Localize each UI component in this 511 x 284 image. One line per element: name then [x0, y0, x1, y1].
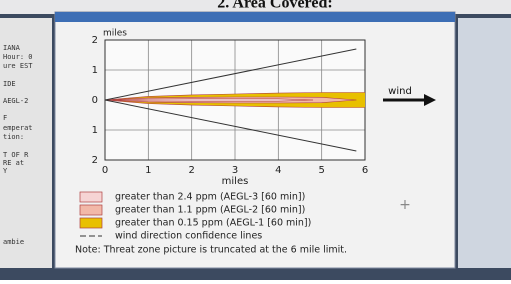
x-tick-label: 5 [318, 165, 324, 176]
y-tick-label: 1 [92, 65, 98, 76]
x-tick-label: 4 [275, 165, 281, 176]
y-tick-label: 0 [92, 95, 98, 106]
side-line: IANA [3, 44, 21, 52]
heading: 2. Area Covered: [217, 0, 332, 12]
legend-label: greater than 1.1 ppm (AEGL-2 [60 min]) [115, 205, 305, 216]
x-axis-label: miles [222, 176, 249, 187]
legend-swatch [80, 218, 102, 228]
cursor: + [399, 197, 411, 213]
side-line: F [3, 114, 7, 122]
side-line: AEGL-2 [3, 97, 28, 105]
side-line: IDE [3, 80, 16, 88]
x-tick-label: 3 [232, 165, 238, 176]
x-tick-label: 0 [102, 165, 108, 176]
note: Note: Threat zone picture is truncated a… [75, 245, 347, 256]
legend-label: greater than 0.15 ppm (AEGL-1 [60 min]) [115, 218, 311, 229]
legend-swatch [80, 205, 102, 215]
y-tick-label: 2 [92, 155, 98, 166]
window-titlebar [55, 12, 455, 22]
x-tick-label: 1 [145, 165, 151, 176]
side-line: RE at [3, 159, 24, 167]
legend-label: wind direction confidence lines [115, 231, 262, 242]
legend-label: greater than 2.4 ppm (AEGL-3 [60 min]) [115, 192, 305, 203]
right-panel [458, 18, 511, 268]
page: {"heading": "2. Area Covered:", "side_pa… [0, 0, 511, 280]
y-tick-label: 1 [92, 125, 98, 136]
y-tick-label: 2 [92, 35, 98, 46]
x-tick-label: 2 [188, 165, 194, 176]
wind-label: wind [388, 86, 412, 97]
y-axis-label: miles [103, 29, 127, 39]
side-line: ambie [3, 238, 24, 246]
side-line: Hour: 0 [3, 53, 33, 61]
side-line: T OF R [3, 151, 29, 159]
screen: 2. Area Covered: IANAHour: 0ure EST IDE AE… [0, 0, 511, 280]
x-tick-label: 6 [362, 165, 368, 176]
side-line: emperat [3, 124, 33, 132]
legend-swatch [80, 192, 102, 202]
side-line: ure EST [3, 62, 33, 70]
side-line: tion: [3, 133, 24, 141]
